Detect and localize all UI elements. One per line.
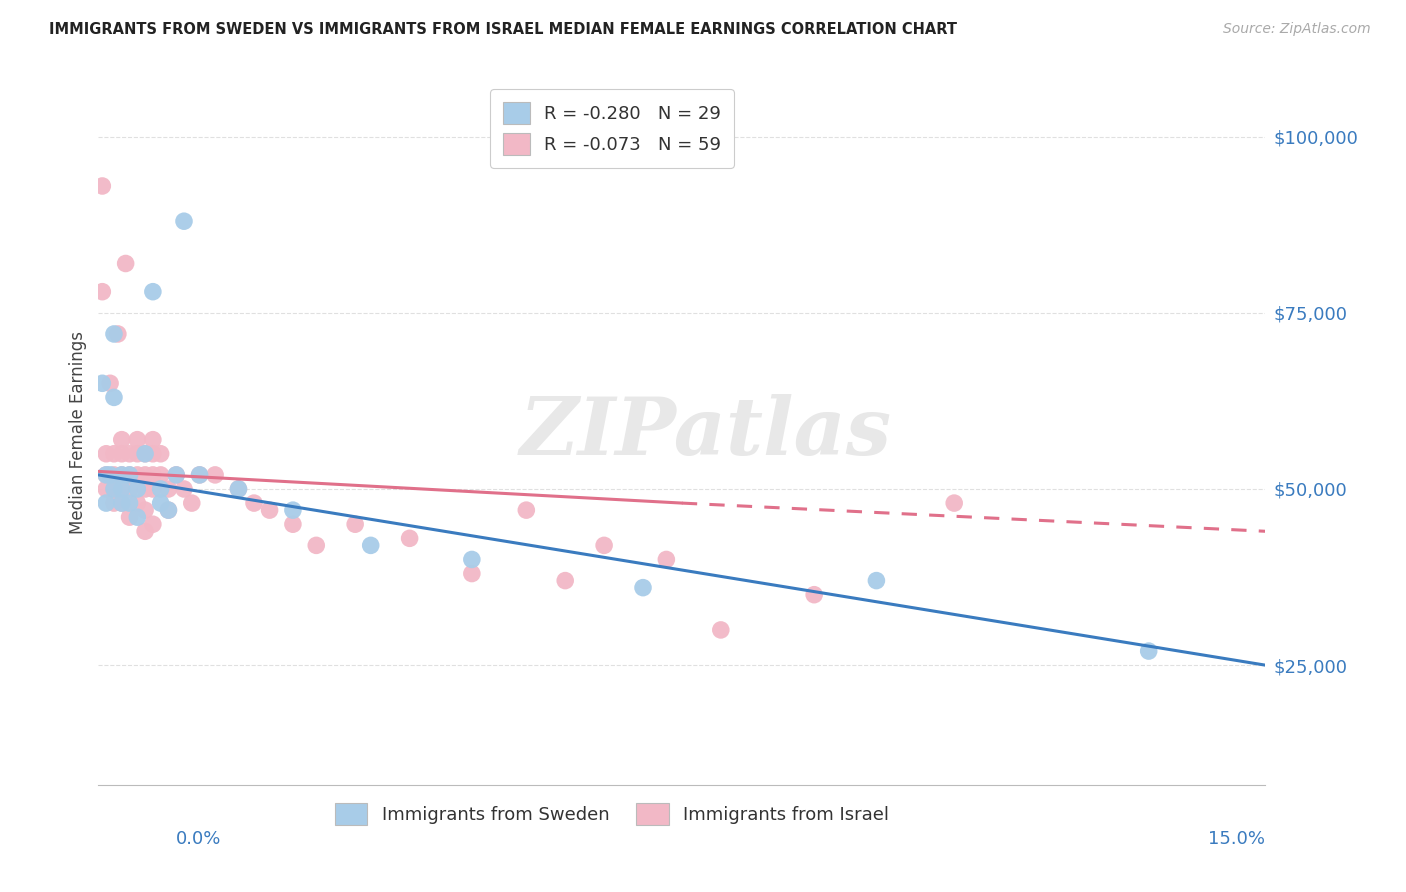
Point [127,496,149,510]
Point [118,482,141,496]
Point [173,482,195,496]
Point [103,496,125,510]
Point [127,433,149,447]
Point [127,467,149,482]
Point [134,467,156,482]
Point [157,503,180,517]
Point [111,467,134,482]
Point [180,496,202,510]
Point [142,467,165,482]
Point [118,510,141,524]
Point [103,482,125,496]
Point [142,285,165,299]
Point [243,496,266,510]
Point [149,447,172,461]
Point [515,503,537,517]
Point [127,482,149,496]
Point [107,326,129,341]
Point [103,482,125,496]
Point [228,482,250,496]
Point [127,447,149,461]
Point [188,467,211,482]
Point [118,467,141,482]
Point [134,524,156,539]
Legend: Immigrants from Sweden, Immigrants from Israel: Immigrants from Sweden, Immigrants from … [328,796,897,832]
Point [149,496,172,510]
Point [593,538,616,552]
Point [96,496,118,510]
Point [165,467,187,482]
Point [142,433,165,447]
Point [96,467,118,482]
Point [91,178,114,194]
Text: Source: ZipAtlas.com: Source: ZipAtlas.com [1223,22,1371,37]
Point [803,588,825,602]
Point [111,496,134,510]
Point [142,447,165,461]
Point [134,482,156,496]
Point [305,538,328,552]
Point [281,503,304,517]
Y-axis label: Median Female Earnings: Median Female Earnings [69,331,87,534]
Text: ZIPatlas: ZIPatlas [519,394,891,471]
Point [281,517,304,532]
Point [142,517,165,532]
Point [98,376,121,391]
Point [111,447,134,461]
Point [118,467,141,482]
Point [111,496,134,510]
Point [1137,644,1160,658]
Point [461,566,484,581]
Point [96,482,118,496]
Point [157,503,180,517]
Point [204,467,226,482]
Point [111,467,134,482]
Point [554,574,576,588]
Point [111,482,134,496]
Point [259,503,281,517]
Point [91,376,114,391]
Point [228,482,250,496]
Point [344,517,367,532]
Point [103,467,125,482]
Point [865,574,887,588]
Text: IMMIGRANTS FROM SWEDEN VS IMMIGRANTS FROM ISRAEL MEDIAN FEMALE EARNINGS CORRELAT: IMMIGRANTS FROM SWEDEN VS IMMIGRANTS FRO… [49,22,957,37]
Point [118,447,141,461]
Point [398,531,420,545]
Point [149,467,172,482]
Point [461,552,484,566]
Point [111,482,134,496]
Text: 0.0%: 0.0% [176,830,221,847]
Point [103,390,125,404]
Point [96,447,118,461]
Point [157,482,180,496]
Point [103,447,125,461]
Point [655,552,678,566]
Point [98,467,121,482]
Point [111,433,134,447]
Point [943,496,966,510]
Point [631,581,654,595]
Point [173,214,195,228]
Point [134,503,156,517]
Point [96,467,118,482]
Point [149,482,172,496]
Point [118,496,141,510]
Point [165,467,187,482]
Point [710,623,733,637]
Point [103,326,125,341]
Point [142,482,165,496]
Point [127,510,149,524]
Text: 15.0%: 15.0% [1208,830,1265,847]
Point [188,467,211,482]
Point [134,447,156,461]
Point [91,285,114,299]
Point [360,538,382,552]
Point [114,256,136,270]
Point [134,447,156,461]
